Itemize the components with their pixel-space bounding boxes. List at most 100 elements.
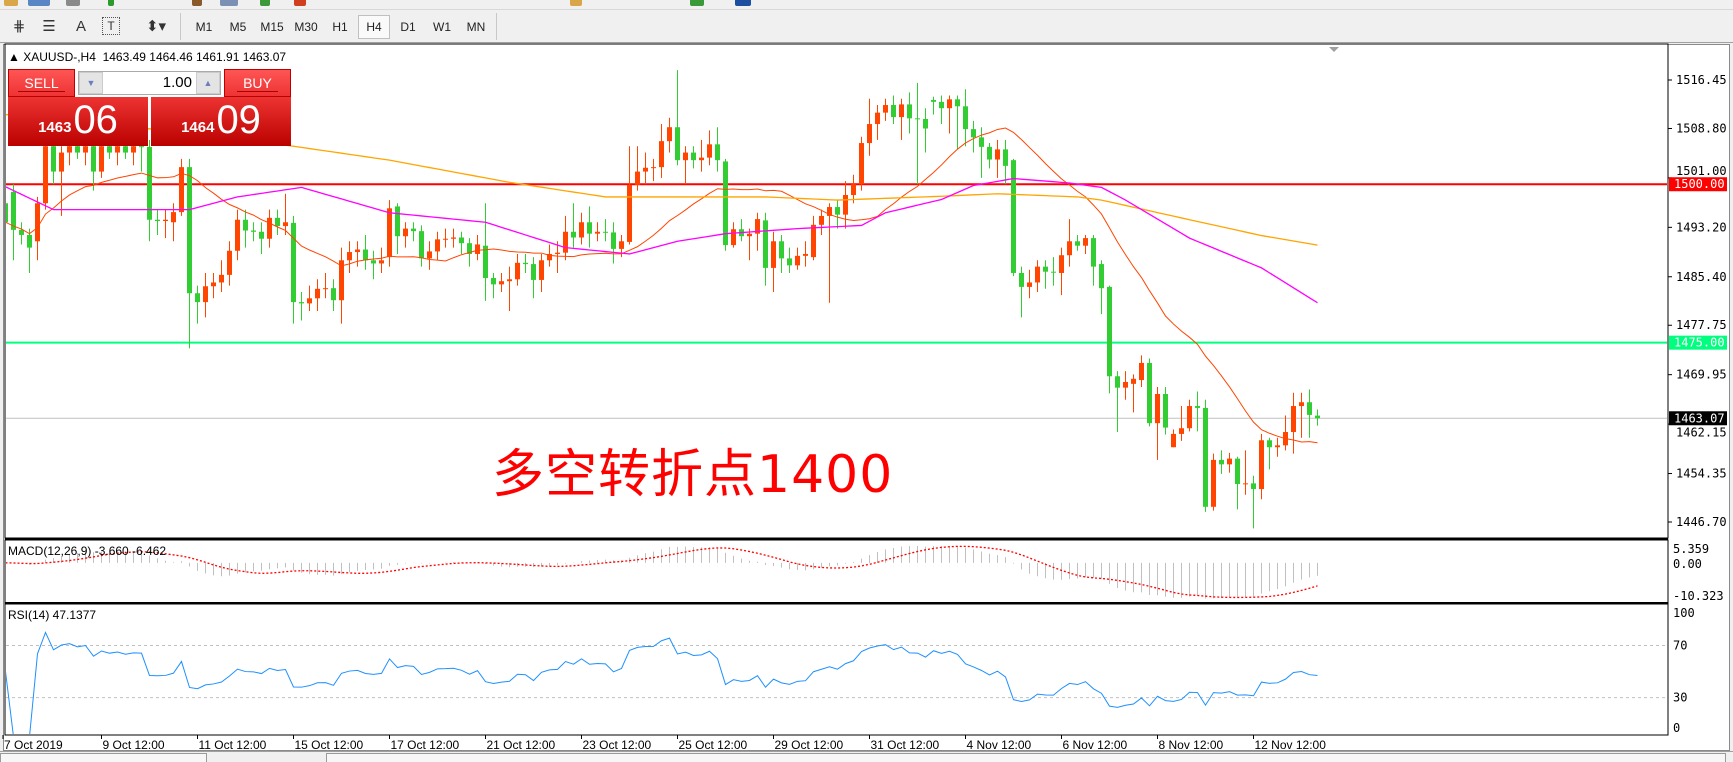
candle	[11, 184, 16, 261]
timeframe-m5[interactable]: M5	[229, 20, 247, 34]
text-label-icon[interactable]: T	[102, 17, 120, 35]
sell-price[interactable]: 1463 06	[8, 97, 148, 146]
candle-body	[59, 152, 64, 172]
chart-tab[interactable]	[0, 753, 207, 762]
lot-size-input[interactable]: 1.00	[162, 74, 192, 91]
objects-list-icon[interactable]: ⋕	[12, 18, 26, 35]
candle-body	[1099, 264, 1104, 289]
toolbar-icon[interactable]	[220, 0, 238, 6]
candle	[835, 200, 840, 229]
candle-body	[915, 118, 920, 120]
price-label-box	[1669, 335, 1727, 350]
time-axis-label: 25 Oct 12:00	[679, 738, 748, 752]
lot-increase-icon[interactable]: ▲	[196, 72, 220, 94]
macd-signal-line	[6, 545, 1318, 599]
toolbar-icon[interactable]	[690, 0, 704, 6]
buy-price[interactable]: 1464 09	[151, 97, 291, 146]
candle-body	[955, 99, 960, 107]
chart-annotation-text[interactable]: 多空转折点1400	[492, 445, 894, 505]
pane-frame	[4, 603, 1669, 736]
chart-header: ▲ XAUUSD-,H4 1463.49 1464.46 1461.91 146…	[8, 50, 286, 64]
candle	[1067, 219, 1072, 267]
candle	[827, 203, 832, 303]
candle-body	[1211, 459, 1216, 507]
toolbar-icon[interactable]	[570, 0, 582, 6]
fibonacci-icon[interactable]: ☰	[42, 18, 56, 35]
candle-body	[235, 219, 240, 251]
candle-body	[571, 231, 576, 238]
sell-button[interactable]: SELL	[8, 69, 75, 97]
chart-shift-marker-icon[interactable]	[1329, 47, 1339, 52]
rsi-plot	[6, 631, 1318, 734]
timeframe-d1[interactable]: D1	[400, 20, 416, 34]
candle-body	[899, 104, 904, 118]
candle	[347, 241, 352, 273]
candle-body	[891, 105, 896, 118]
candle	[227, 241, 232, 286]
candle	[35, 196, 40, 261]
candle-body	[995, 149, 1000, 160]
collapse-triangle-icon[interactable]: ▲	[8, 50, 24, 64]
candle-body	[1019, 272, 1024, 287]
candle-body	[611, 232, 616, 249]
candle	[387, 200, 392, 267]
candle	[971, 120, 976, 153]
hline-price-label: 1475.00	[1674, 336, 1725, 350]
candle-body	[947, 99, 952, 109]
arrows-dropdown-icon[interactable]: ⬍▾	[145, 18, 167, 35]
lot-decrease-icon[interactable]: ▼	[79, 72, 103, 94]
candle-body	[139, 146, 144, 148]
candle-body	[283, 222, 288, 227]
chart-tab[interactable]	[326, 753, 1726, 762]
toolbar-separator	[180, 13, 181, 40]
candle-body	[83, 146, 88, 153]
candle-body	[819, 215, 824, 225]
toolbar-icon[interactable]	[4, 0, 18, 6]
timeframe-m1[interactable]: M1	[195, 20, 213, 34]
lot-size-field[interactable]: ▼ 1.00 ▲	[78, 71, 221, 95]
toolbar-icon[interactable]	[192, 0, 202, 6]
text-icon[interactable]: A	[75, 17, 86, 35]
timeframe-h1[interactable]: H1	[332, 20, 348, 34]
toolbar-icon[interactable]	[735, 0, 751, 6]
candle	[1083, 234, 1088, 254]
time-axis-label: 9 Oct 12:00	[103, 738, 165, 752]
candle	[1163, 387, 1168, 435]
timeframe-h4[interactable]: H4	[358, 15, 390, 39]
toolbar-icon[interactable]	[108, 0, 114, 6]
timeframe-m30[interactable]: M30	[294, 20, 318, 34]
buy-label: BUY	[237, 75, 278, 92]
candle	[251, 222, 256, 242]
time-axis-label: 21 Oct 12:00	[487, 738, 556, 752]
timeframe-w1[interactable]: W1	[433, 20, 451, 34]
toolbar-icon[interactable]	[260, 0, 270, 6]
toolbar-icon[interactable]	[28, 0, 50, 6]
candle-body	[779, 241, 784, 259]
candle-body	[907, 104, 912, 119]
candle-body	[483, 245, 488, 279]
candle-body	[579, 222, 584, 238]
toolbar-icon[interactable]	[66, 0, 80, 6]
candle-body	[395, 206, 400, 237]
price-axis: 1516.45 1508.80 1501.00 1493.20 1485.40 1477.…	[1668, 73, 1727, 735]
current-price-box	[1669, 411, 1727, 426]
candle-body	[75, 146, 80, 153]
candle-body	[803, 253, 808, 256]
candle-body	[451, 237, 456, 239]
candle	[411, 222, 416, 242]
candle-body	[931, 99, 936, 102]
timeframe-mn[interactable]: MN	[466, 20, 486, 34]
candle	[867, 98, 872, 156]
candle	[1043, 260, 1048, 289]
candle-body	[363, 249, 368, 261]
candle-body	[1051, 271, 1056, 273]
candle-body	[91, 146, 96, 172]
candle-body	[1251, 483, 1256, 490]
candle	[267, 209, 272, 248]
timeframe-m15[interactable]: M15	[260, 20, 284, 34]
toolbar-icon[interactable]	[294, 0, 306, 6]
candle-body	[339, 260, 344, 301]
buy-button[interactable]: BUY	[224, 69, 291, 97]
candle	[1243, 450, 1248, 495]
candle	[779, 234, 784, 273]
